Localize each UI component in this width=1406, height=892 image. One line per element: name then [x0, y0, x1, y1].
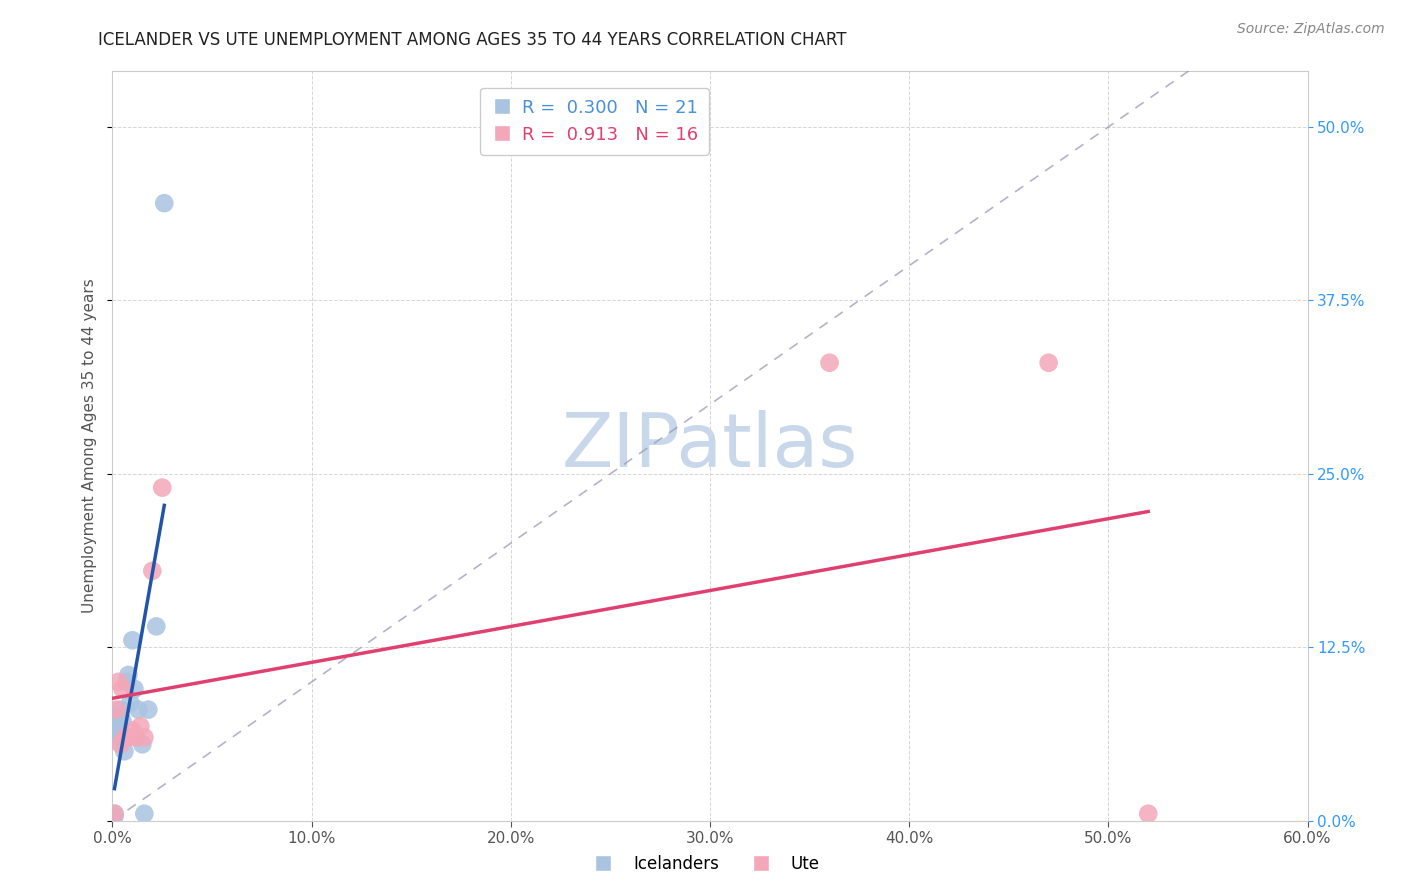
Legend: Icelanders, Ute: Icelanders, Ute [579, 848, 827, 880]
Point [110, 703, 132, 717]
Point [105, 703, 128, 717]
Point [103, 809, 125, 823]
Point [110, 737, 132, 751]
Point [111, 731, 134, 745]
Legend: R =  0.300   N = 21, R =  0.913   N = 16: R = 0.300 N = 21, R = 0.913 N = 16 [479, 88, 709, 154]
Point [114, 744, 135, 758]
Point [117, 668, 139, 682]
Point [153, 196, 176, 211]
Point [125, 731, 148, 745]
Text: ZIPatlas: ZIPatlas [562, 409, 858, 483]
Point [111, 681, 134, 696]
Point [107, 723, 129, 738]
Point [131, 737, 153, 751]
Point [115, 674, 138, 689]
Text: ICELANDER VS UTE UNEMPLOYMENT AMONG AGES 35 TO 44 YEARS CORRELATION CHART: ICELANDER VS UTE UNEMPLOYMENT AMONG AGES… [98, 31, 846, 49]
Point [138, 703, 160, 717]
Point [114, 731, 135, 745]
Point [107, 674, 129, 689]
Point [107, 719, 129, 733]
Point [110, 709, 132, 723]
Point [121, 723, 143, 738]
Point [103, 806, 125, 821]
Point [1038, 356, 1060, 370]
Point [120, 696, 142, 710]
Point [134, 731, 156, 745]
Text: Source: ZipAtlas.com: Source: ZipAtlas.com [1237, 22, 1385, 37]
Point [134, 806, 156, 821]
Point [141, 564, 163, 578]
Point [1137, 806, 1160, 821]
Point [105, 733, 128, 747]
Point [129, 719, 152, 733]
Point [117, 731, 139, 745]
Point [145, 619, 167, 633]
Point [124, 681, 146, 696]
Point [103, 806, 125, 821]
Point [121, 633, 143, 648]
Point [150, 481, 173, 495]
Point [127, 703, 149, 717]
Y-axis label: Unemployment Among Ages 35 to 44 years: Unemployment Among Ages 35 to 44 years [82, 278, 97, 614]
Point [111, 714, 134, 728]
Point [818, 356, 841, 370]
